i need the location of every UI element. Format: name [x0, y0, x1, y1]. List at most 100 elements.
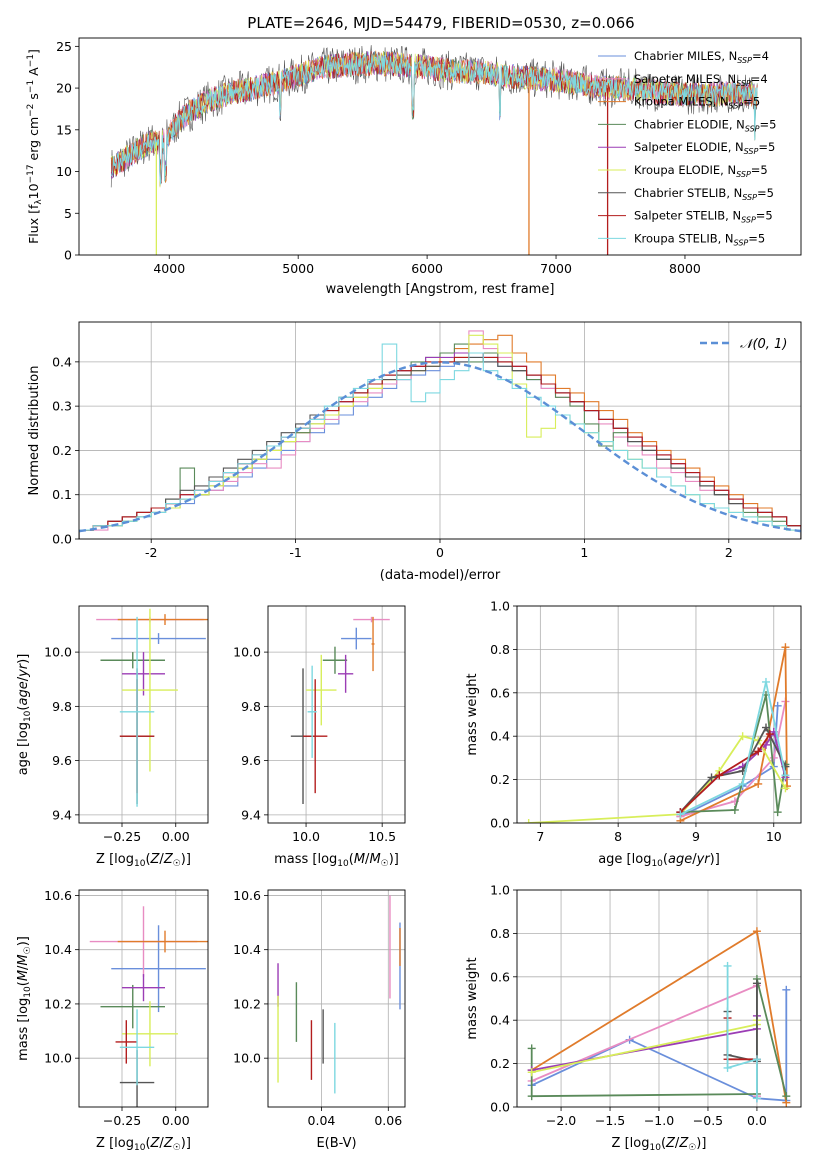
errorbar-chabrier-elodie	[322, 646, 348, 674]
x-tick-label: 0.00	[162, 829, 190, 844]
axes-frame	[267, 605, 406, 824]
errorbar-kroupa-miles	[371, 616, 375, 672]
errorbar-salpeter-miles	[353, 616, 390, 623]
weight-marker	[707, 773, 716, 782]
axes-age-vs-mass: 10.0 10.5 9.4 9.6 9.8 10.0 mass [log10(M/M☉)]	[233, 605, 406, 869]
x-axis-label: Z [log10(Z/Z☉)]	[612, 1136, 707, 1153]
x-axis-label: Z [log10(Z/Z☉)]	[96, 1136, 191, 1153]
weight-marker	[761, 723, 770, 732]
age-vs-Z-plot	[96, 608, 208, 807]
weight-marker	[738, 779, 747, 788]
weight-marker	[769, 753, 778, 762]
weight-line-salpeter-stelib	[679, 733, 771, 813]
histogram-kroupa-stelib	[79, 343, 801, 539]
weight-line-salpeter-stelib	[726, 1018, 757, 1061]
y-tick-label: 0.4	[490, 729, 510, 744]
x-tick-label: 10.5	[368, 829, 396, 844]
x-tick-label: 7	[536, 829, 544, 844]
weight-marker	[781, 643, 790, 652]
weight-line-chabrier-stelib	[726, 983, 758, 1063]
y-tick-label: 25	[56, 39, 72, 54]
axes-frame	[78, 37, 802, 256]
y-tick-label: 0.0	[490, 816, 510, 831]
weight-marker	[781, 784, 790, 793]
y-tick-label: 0.0	[490, 1100, 510, 1115]
x-tick-label: 0	[436, 545, 444, 560]
y-axis-label: Flux [fλ10−17 erg cm−2 s−1 A−1]	[26, 49, 44, 244]
y-tick-label: 0.4	[52, 354, 72, 369]
axes-spectrum: 4000 5000 6000 7000 8000 0 5 10 15 20 25 wavelength…	[26, 37, 802, 297]
gaussian-curve	[79, 361, 801, 533]
weight-marker	[527, 1092, 536, 1101]
x-tick-label: 9	[692, 829, 700, 844]
y-tick-label: 10.0	[44, 645, 72, 660]
weight-line-kroupa-stelib	[680, 681, 787, 816]
x-tick-label: −2.0	[546, 1113, 576, 1128]
x-axis-label: mass [log10(M/M☉)]	[274, 852, 399, 869]
x-tick-label: -1	[289, 545, 301, 560]
weight-marker	[676, 810, 685, 819]
x-tick-label: 6000	[411, 261, 443, 276]
legend-label: Kroupa STELIB, NSSP=5	[634, 231, 765, 247]
x-tick-label: 0.06	[374, 1113, 402, 1128]
x-tick-label: 0.04	[308, 1113, 336, 1128]
weight-marker	[773, 701, 782, 710]
y-tick-label: 9.4	[241, 807, 261, 822]
mass-vs-EBV-plot	[277, 895, 401, 1094]
y-tick-label: 15	[56, 122, 72, 137]
legend-label: Salpeter STELIB, NSSP=5	[634, 209, 773, 225]
errorbar-salpeter-stelib	[303, 679, 328, 794]
y-tick-label: 10.2	[44, 996, 72, 1011]
x-tick-label: 1	[580, 545, 588, 560]
legend-label: Chabrier MILES, NSSP=4	[634, 49, 769, 65]
weight-marker	[752, 1055, 761, 1064]
errorbar-chabrier-miles	[111, 925, 206, 1013]
weight-marker	[773, 808, 782, 817]
x-tick-label: 7000	[540, 261, 572, 276]
errorbar-salpeter-elodie	[122, 652, 165, 696]
weight-marker	[752, 927, 761, 936]
weight-marker	[715, 771, 724, 780]
y-tick-label: 1.0	[490, 599, 510, 614]
y-tick-label: 0.8	[490, 642, 510, 657]
figure-title: PLATE=2646, MJD=54479, FIBERID=0530, z=0…	[247, 14, 634, 32]
y-tick-label: 9.8	[52, 699, 72, 714]
x-tick-label: 5000	[282, 261, 314, 276]
errorbar-kroupa-elodie	[122, 1001, 178, 1067]
weight-marker	[754, 779, 763, 788]
y-tick-label: 10.4	[233, 942, 261, 957]
axes-frame	[78, 321, 802, 540]
y-tick-label: 0.3	[52, 399, 72, 414]
axes-age-vs-Z: −0.25 0.00 9.4 9.6 9.8 10.0 Z [log10(Z/Z☉)] age…	[16, 605, 209, 869]
x-axis-label: age [log10(age/yr)]	[598, 852, 720, 869]
errorbar-chabrier-miles	[111, 633, 206, 644]
weight-marker	[527, 1044, 536, 1053]
errorbar-kroupa-stelib	[307, 665, 317, 758]
y-tick-label: 0.2	[52, 443, 72, 458]
x-tick-label: 10.0	[292, 829, 320, 844]
y-tick-label: 9.4	[52, 807, 72, 822]
x-axis-label: (data-model)/error	[380, 568, 501, 583]
errorbar-chabrier-miles	[341, 627, 372, 650]
y-tick-label: 10	[56, 164, 72, 179]
x-tick-label: 0.00	[162, 1113, 190, 1128]
y-tick-label: 0.0	[52, 532, 72, 547]
legend-label: Salpeter ELODIE, NSSP=5	[634, 140, 775, 156]
y-tick-label: 20	[56, 81, 72, 96]
legend-label: Kroupa ELODIE, NSSP=5	[634, 163, 768, 179]
weight-vs-Z-plot	[527, 927, 791, 1107]
y-tick-label: 0.6	[490, 685, 510, 700]
x-tick-label: −0.25	[103, 829, 141, 844]
weight-marker	[782, 1092, 791, 1101]
legend-label: Chabrier ELODIE, NSSP=5	[634, 117, 776, 133]
y-tick-label: 10.6	[233, 888, 261, 903]
axes-frame	[516, 605, 802, 824]
spectrum-legend: Chabrier MILES, NSSP=4 Salpeter MILES, NS…	[598, 49, 776, 247]
axes-mass-vs-EBV: 0.04 0.06 10.0 10.2 10.4 10.6 E(B-V)	[233, 888, 406, 1151]
x-axis-label: E(B-V)	[316, 1136, 356, 1151]
y-tick-label: 0	[64, 248, 72, 263]
x-tick-label: 0.0	[747, 1113, 767, 1128]
weight-line-salpeter-miles	[531, 984, 758, 1097]
weight-marker	[730, 805, 739, 814]
